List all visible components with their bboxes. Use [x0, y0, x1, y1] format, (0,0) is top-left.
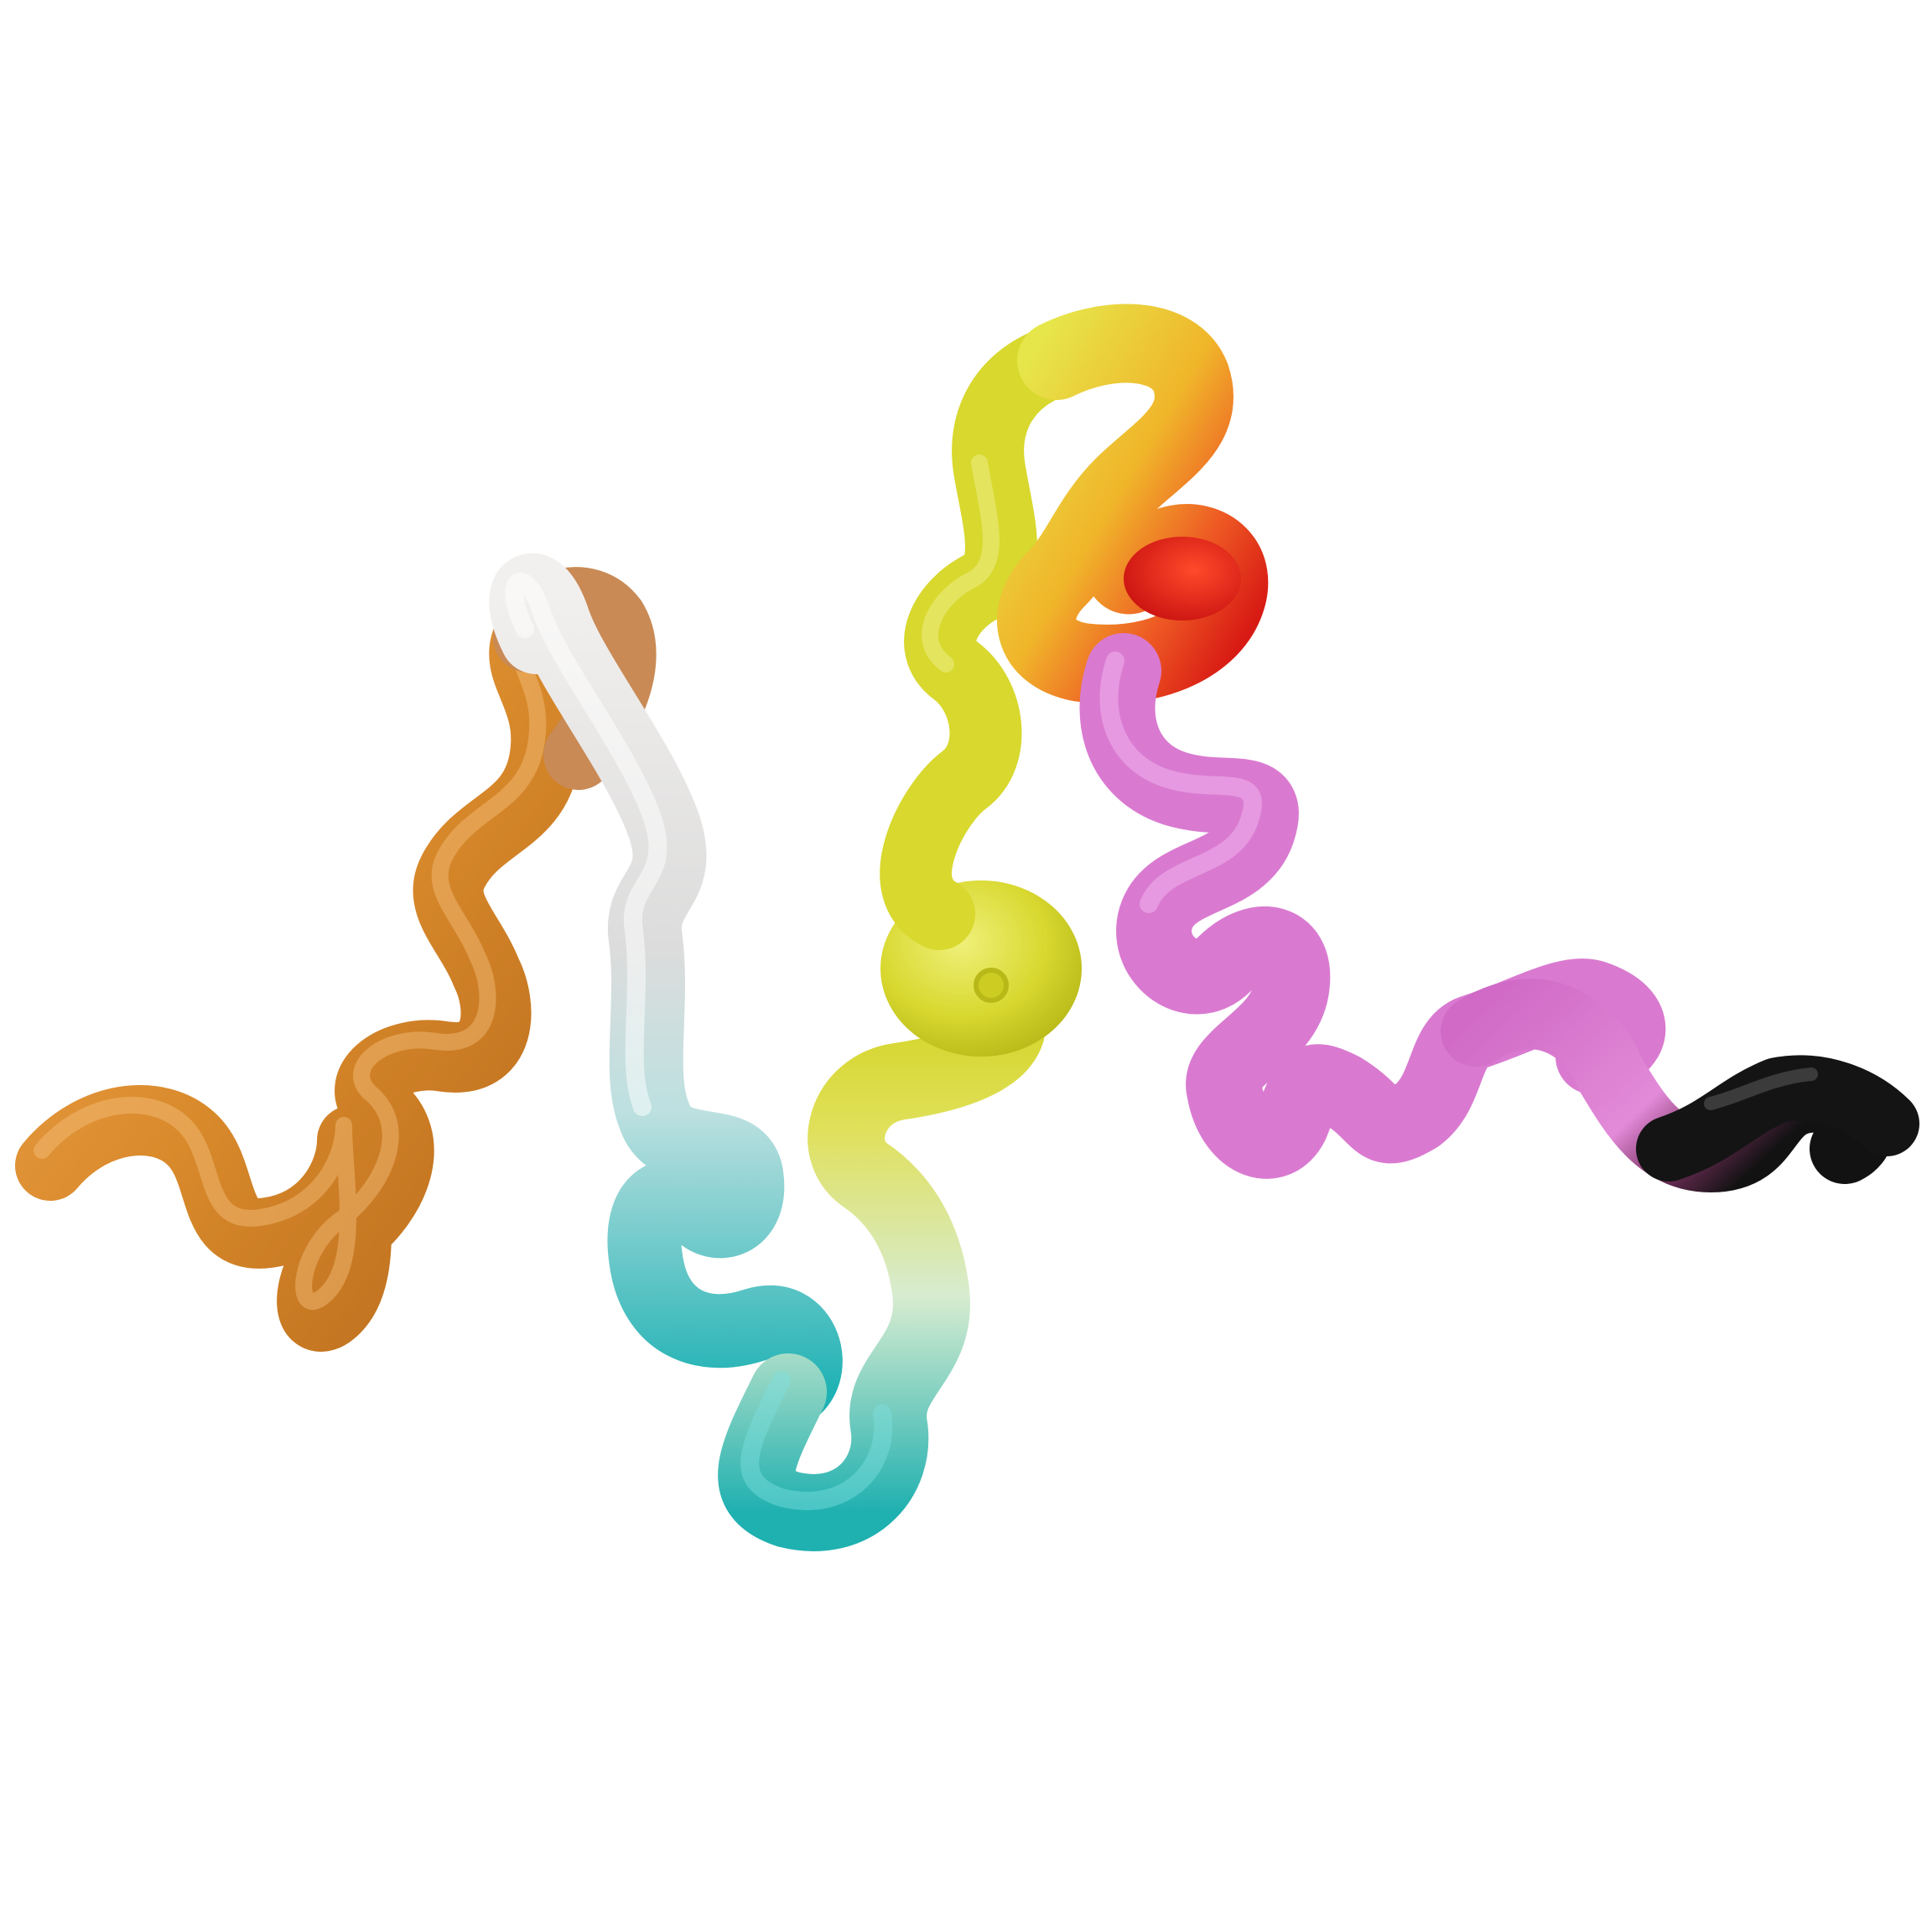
teal-tube-segment	[718, 993, 1045, 1551]
yellow-tube-segment	[880, 325, 1093, 1057]
yellow-red-loop	[997, 304, 1269, 704]
white-tube-segment	[489, 553, 843, 1429]
pink-tube-segment	[1079, 633, 1666, 1179]
black-tube-segment	[1441, 979, 1919, 1192]
orange-tube-segment	[15, 602, 582, 1352]
